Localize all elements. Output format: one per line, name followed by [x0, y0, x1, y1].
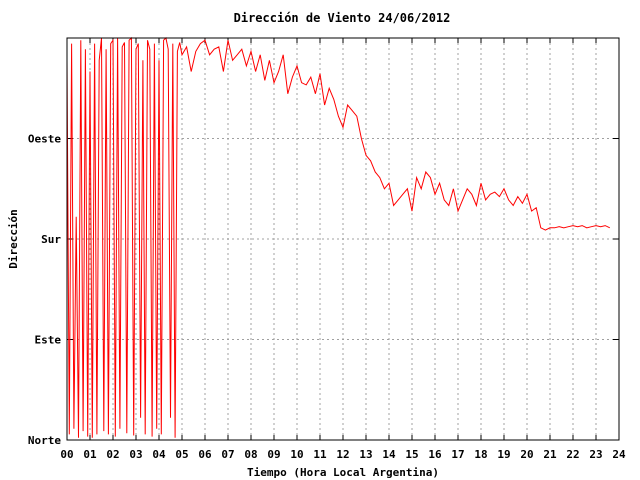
x-tick-label: 00: [60, 448, 73, 461]
x-tick-label: 17: [451, 448, 464, 461]
y-tick-label: Sur: [41, 233, 61, 246]
y-tick-label: Oeste: [28, 133, 61, 146]
x-tick-label: 13: [359, 448, 372, 461]
y-axis-label: Dirección: [7, 209, 20, 269]
x-tick-label: 15: [405, 448, 418, 461]
x-tick-label: 21: [543, 448, 557, 461]
y-tick-label: Este: [35, 334, 62, 347]
x-tick-label: 06: [198, 448, 212, 461]
x-tick-label: 14: [382, 448, 396, 461]
x-axis-label: Tiempo (Hora Local Argentina): [247, 466, 439, 479]
x-tick-label: 02: [106, 448, 119, 461]
x-tick-label: 12: [336, 448, 349, 461]
x-tick-label: 19: [497, 448, 510, 461]
x-tick-label: 11: [313, 448, 327, 461]
x-tick-label: 24: [612, 448, 626, 461]
x-tick-label: 03: [129, 448, 142, 461]
y-tick-labels: Norte Este Sur Oeste: [28, 133, 61, 448]
x-tick-labels: 00 01 02 03 04 05 06 07 08 09 10 11 12 13 14 15 16 17 18 19…: [60, 448, 626, 461]
x-tick-label: 18: [474, 448, 487, 461]
x-tick-label: 16: [428, 448, 442, 461]
x-tick-label: 08: [244, 448, 257, 461]
x-tick-label: 05: [175, 448, 188, 461]
x-tick-label: 22: [566, 448, 579, 461]
x-tick-label: 01: [83, 448, 97, 461]
plot-frame: [66, 37, 620, 441]
series-line: [66, 36, 611, 438]
x-tick-label: 10: [290, 448, 303, 461]
x-tick-label: 07: [221, 448, 234, 461]
y-tick-label: Norte: [28, 434, 61, 447]
x-tick-label: 23: [589, 448, 602, 461]
x-tick-label: 20: [520, 448, 533, 461]
x-tick-label: 09: [267, 448, 280, 461]
chart-title: Dirección de Viento 24/06/2012: [234, 11, 451, 25]
x-tick-label: 04: [152, 448, 166, 461]
